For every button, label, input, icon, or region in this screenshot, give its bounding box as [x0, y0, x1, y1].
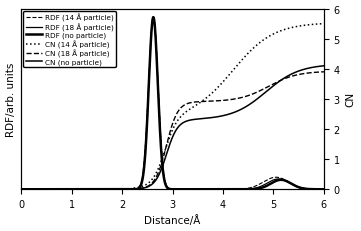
- Y-axis label: CN: CN: [345, 92, 356, 107]
- Y-axis label: RDF/arb. units: RDF/arb. units: [5, 62, 16, 137]
- X-axis label: Distance/Å: Distance/Å: [144, 215, 201, 225]
- Legend: RDF (14 Å particle), RDF (18 Å particle), RDF (no particle), CN (14 Å particle),: RDF (14 Å particle), RDF (18 Å particle)…: [23, 12, 116, 68]
